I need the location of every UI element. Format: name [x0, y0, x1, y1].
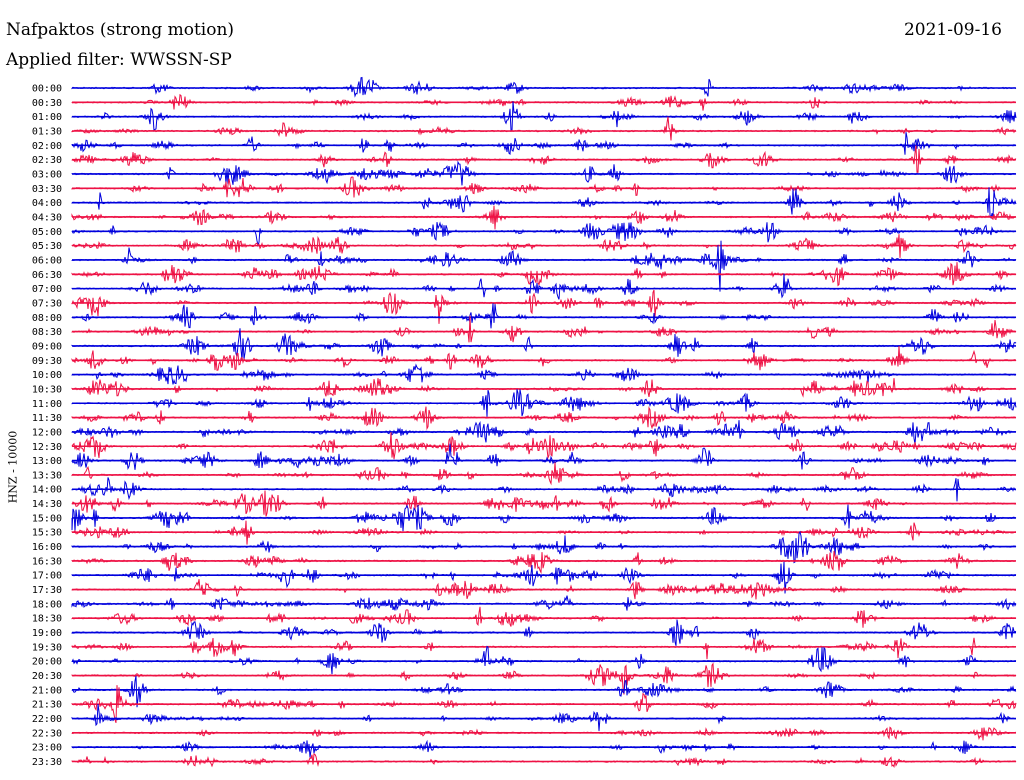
time-tick-label: 18:00	[32, 599, 62, 610]
time-tick-label: 02:00	[32, 141, 62, 152]
time-tick-label: 22:00	[32, 714, 62, 725]
time-tick-label: 23:30	[32, 757, 62, 768]
trace-row	[71, 726, 1017, 741]
filter-label: Applied filter: WWSSN-SP	[6, 50, 232, 70]
time-tick-label: 01:30	[32, 126, 62, 137]
time-tick-label: 14:30	[32, 499, 62, 510]
trace-row	[71, 637, 1017, 660]
time-tick-label: 06:00	[32, 255, 62, 266]
time-tick-label: 04:30	[32, 212, 62, 223]
time-tick-label: 07:30	[32, 298, 62, 309]
time-tick-label: 09:00	[32, 341, 62, 352]
time-tick-label: 02:30	[32, 155, 62, 166]
time-tick-label: 21:30	[32, 700, 62, 711]
time-tick-label: 05:00	[32, 227, 62, 238]
trace-row	[71, 221, 1017, 248]
trace-row	[71, 753, 1017, 768]
time-tick-label: 01:00	[32, 112, 62, 123]
trace-row	[71, 606, 1017, 628]
time-tick-label: 12:00	[32, 427, 62, 438]
time-tick-label: 12:30	[32, 442, 62, 453]
time-tick-label: 05:30	[32, 241, 62, 252]
trace-row	[71, 703, 1017, 731]
time-tick-label: 20:00	[32, 657, 62, 668]
time-tick-label: 19:30	[32, 642, 62, 653]
time-tick-label: 17:00	[32, 571, 62, 582]
time-tick-label: 10:30	[32, 384, 62, 395]
trace-row	[71, 675, 1017, 708]
trace-row	[71, 132, 1017, 155]
time-tick-label: 11:30	[32, 413, 62, 424]
trace-row	[71, 116, 1017, 141]
time-tick-label: 23:00	[32, 743, 62, 754]
time-tick-label: 08:30	[32, 327, 62, 338]
time-tick-label: 15:30	[32, 528, 62, 539]
time-tick-label: 11:00	[32, 399, 62, 410]
time-tick-label: 03:00	[32, 169, 62, 180]
trace-row	[71, 315, 1017, 343]
trace-row	[71, 303, 1017, 329]
trace-row	[71, 739, 1017, 758]
time-tick-label: 08:00	[32, 313, 62, 324]
time-tick-label: 10:00	[32, 370, 62, 381]
trace-row	[71, 176, 1017, 198]
time-tick-label: 06:30	[32, 270, 62, 281]
station-title: Nafpaktos (strong motion)	[6, 20, 235, 40]
trace-row	[71, 289, 1017, 324]
time-tick-label: 16:30	[32, 556, 62, 567]
time-tick-label: 13:00	[32, 456, 62, 467]
time-tick-label: 14:00	[32, 485, 62, 496]
trace-row	[71, 462, 1017, 486]
time-tick-label: 20:30	[32, 671, 62, 682]
time-tick-label: 07:00	[32, 284, 62, 295]
time-tick-label: 21:00	[32, 685, 62, 696]
trace-row	[71, 550, 1016, 575]
time-tick-label: 16:00	[32, 542, 62, 553]
record-date: 2021-09-16	[903, 20, 1002, 40]
trace-row	[71, 345, 1017, 371]
time-tick-label: 13:30	[32, 470, 62, 481]
trace-row	[71, 240, 1017, 292]
time-tick-label: 00:30	[32, 98, 62, 109]
trace-row	[71, 378, 1017, 398]
time-tick-label: 09:30	[32, 356, 62, 367]
time-tick-label: 03:30	[32, 184, 62, 195]
time-tick-label: 19:00	[32, 628, 62, 639]
time-tick-label: 22:30	[32, 728, 62, 739]
time-tick-label: 17:30	[32, 585, 62, 596]
time-tick-label: 04:00	[32, 198, 62, 209]
trace-row	[71, 76, 1017, 98]
time-tick-label: 15:00	[32, 513, 62, 524]
time-tick-label: 18:30	[32, 614, 62, 625]
time-tick-label: 00:00	[32, 84, 62, 95]
